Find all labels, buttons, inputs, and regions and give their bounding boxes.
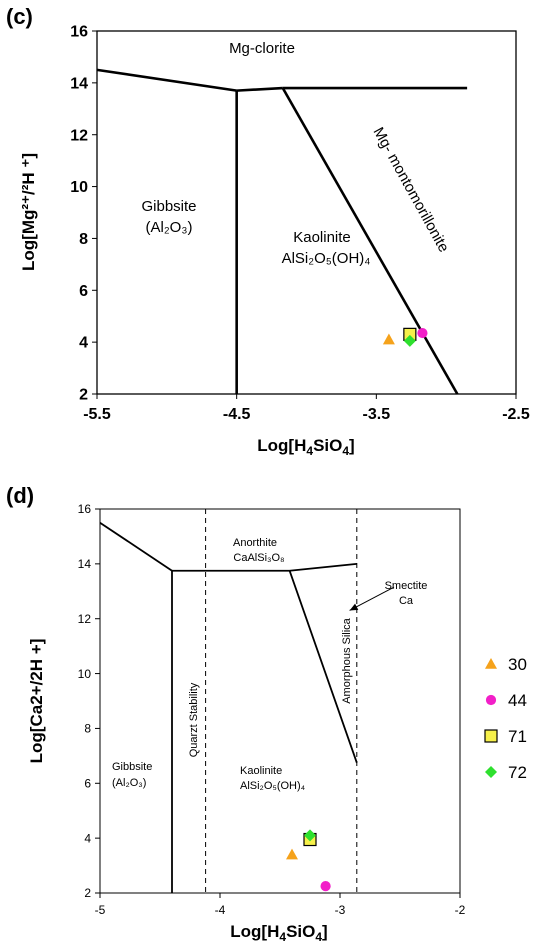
x-tick-label: -3.5 — [363, 406, 391, 423]
field-label-mg-clorite: Mg-clorite — [229, 40, 295, 57]
plot-area-c — [96, 30, 517, 395]
x-axis-label-c: Log[H4SiO4] — [257, 436, 354, 458]
smectite-arrow-head — [349, 603, 359, 611]
field-formula-gibbsite-c: (Al₂O₃) — [146, 219, 193, 236]
field-formula-gibbsite-d: (Al₂O₃) — [112, 777, 146, 789]
boundary-line — [281, 87, 459, 395]
x-tick-label: -5.5 — [83, 406, 111, 423]
panel-label-d: (d) — [6, 483, 34, 508]
y-axis-label-c: Log[Mg²⁺/²H ⁺] — [19, 153, 38, 271]
field-label-amorphous-silica: Amorphous Silica — [341, 617, 353, 703]
legend-label-72: 72 — [508, 763, 527, 782]
y-tick-label: 4 — [79, 335, 88, 352]
data-point-sample-30 — [382, 333, 395, 345]
y-axis-label-d: Log[Ca2+/2H +] — [27, 639, 46, 764]
dashed-lines-d — [205, 509, 358, 893]
boundary-line — [288, 570, 358, 764]
y-tick-label: 16 — [70, 24, 88, 41]
x-tick-label: -3 — [335, 903, 346, 917]
x-tick-label: -2.5 — [502, 406, 530, 423]
boundary-line — [289, 562, 357, 572]
plot-area-d — [99, 508, 461, 894]
legend-marker-44 — [485, 694, 497, 706]
data-point-sample-44 — [320, 881, 331, 892]
y-tick-label: 12 — [70, 127, 88, 144]
x-axis-label-d: Log[H4SiO4] — [230, 922, 327, 944]
x-tick-label: -5 — [95, 903, 106, 917]
data-point-sample-72 — [403, 334, 416, 347]
legend-label-71: 71 — [508, 727, 527, 746]
field-formula-kaolinite-d: AlSi₂O₅(OH)₄ — [240, 780, 306, 792]
data-point-sample-72 — [304, 829, 316, 842]
y-tick-label: 10 — [70, 179, 88, 196]
y-tick-label: 4 — [84, 831, 91, 845]
legend-marker-71 — [484, 729, 498, 743]
field-label-mg-montmorillonite: Mg- montomorillonite — [370, 124, 453, 255]
y-tick-label: 8 — [79, 231, 88, 248]
boundary-line — [236, 86, 283, 92]
y-tick-label: 6 — [79, 283, 88, 300]
field-formula-anorthite: CaAlSi₃O₈ — [233, 552, 284, 564]
y-tick-label: 2 — [84, 886, 91, 900]
field-label-kaolinite-c: Kaolinite — [293, 229, 351, 246]
chart-panel-c: (c) 2 4 6 8 10 12 14 16 -5.5 -4.5 -3.5 -2.5 Mg-clor… — [6, 4, 530, 458]
field-label-smectite-ca: Ca — [399, 595, 414, 607]
axis-ticks-c: 2 4 6 8 10 12 14 16 -5.5 -4.5 -3.5 -2.5 — [70, 24, 530, 423]
boundary-lines-c — [96, 68, 468, 395]
y-tick-label: 2 — [79, 387, 88, 404]
field-label-gibbsite-c: Gibbsite — [141, 198, 196, 215]
field-label-anorthite: Anorthite — [233, 537, 277, 549]
y-tick-label: 16 — [78, 502, 92, 516]
field-label-gibbsite-d: Gibbsite — [112, 761, 152, 773]
data-points-c — [382, 327, 428, 347]
x-tick-label: -4.5 — [223, 406, 251, 423]
boundary-line — [99, 521, 173, 572]
y-tick-label: 8 — [84, 722, 91, 736]
legend-marker-30 — [485, 658, 497, 669]
data-point-sample-44 — [417, 327, 428, 339]
field-formula-kaolinite-c: AlSi₂O₅(OH)₄ — [282, 250, 371, 267]
y-tick-label: 6 — [84, 776, 91, 790]
y-tick-label: 14 — [78, 557, 92, 571]
boundary-line — [96, 68, 237, 92]
y-tick-label: 14 — [70, 75, 88, 92]
legend-label-44: 44 — [508, 691, 527, 710]
smectite-arrow — [349, 586, 395, 611]
field-label-kaolinite-d: Kaolinite — [240, 765, 282, 777]
y-tick-label: 12 — [78, 612, 92, 626]
data-points-d — [286, 829, 331, 892]
data-point-sample-30 — [286, 848, 298, 860]
legend: 30 44 71 72 — [484, 655, 527, 782]
field-label-smectite: Smectite — [385, 580, 428, 592]
boundary-lines-d — [99, 521, 358, 893]
legend-label-30: 30 — [508, 655, 527, 674]
x-tick-label: -4 — [215, 903, 226, 917]
panel-label-c: (c) — [6, 4, 33, 29]
field-label-quartz-stability: Quarzt Stability — [188, 682, 200, 757]
x-tick-label: -2 — [455, 903, 466, 917]
legend-marker-72 — [485, 766, 497, 778]
axis-ticks-d: 2 4 6 8 10 12 14 16 -5 -4 -3 -2 — [78, 502, 466, 917]
y-tick-label: 10 — [78, 667, 92, 681]
